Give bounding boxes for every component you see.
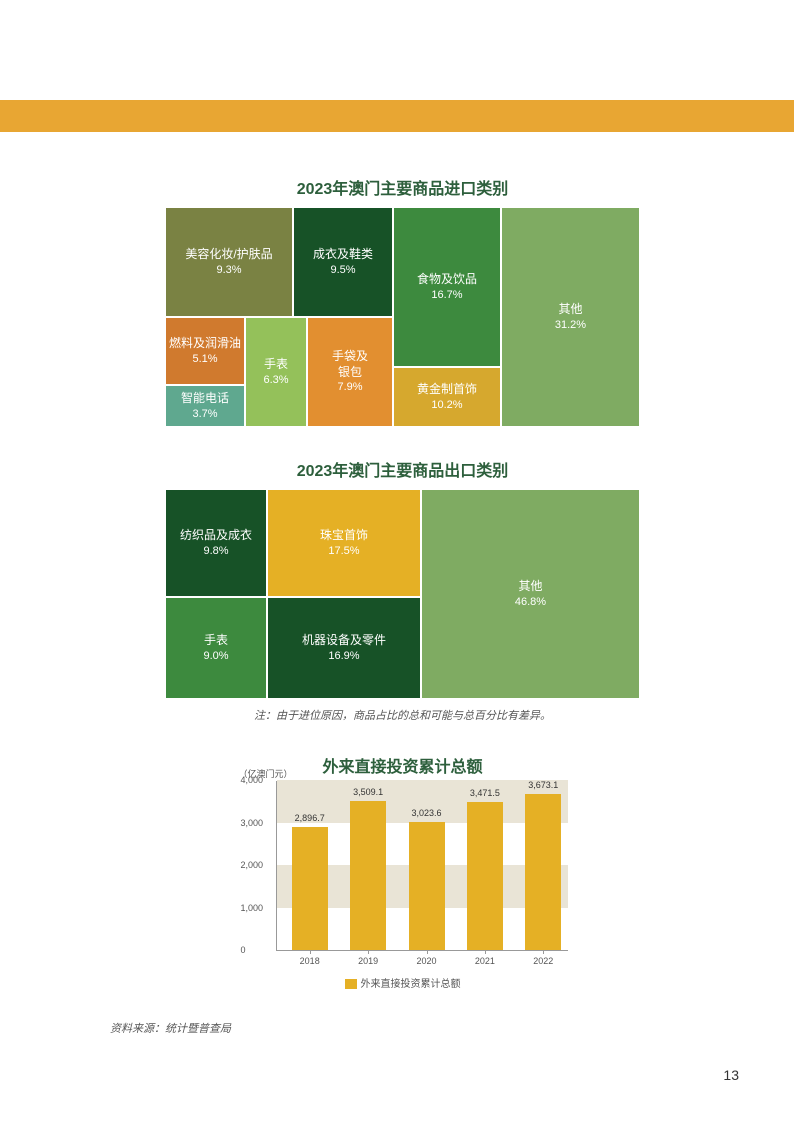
y-tick-label: 2,000: [241, 860, 264, 870]
bar-value-label: 3,023.6: [403, 808, 451, 818]
y-tick-label: 0: [241, 945, 246, 955]
y-tick-label: 3,000: [241, 818, 264, 828]
bar-value-label: 2,896.7: [286, 813, 334, 823]
x-tick-label: 2021: [467, 956, 503, 966]
treemap-tile: 机器设备及零件16.9%: [267, 597, 421, 699]
treemap-tile: 黄金制首饰10.2%: [393, 367, 501, 427]
x-tick-mark: [310, 950, 311, 954]
fdi-bar-chart: （亿澳门元） 01,0002,0003,0004,0002,896.720183…: [276, 781, 568, 951]
treemap-note: 注：由于进位原因，商品占比的总和可能与总百分比有差异。: [165, 707, 640, 723]
treemap-tile: 燃料及润滑油5.1%: [165, 317, 245, 385]
treemap-tile: 手袋及银包7.9%: [307, 317, 393, 427]
fdi-chart-wrapper: 外来直接投资累计总额 （亿澳门元） 01,0002,0003,0004,0002…: [238, 753, 568, 990]
treemap-tile: 珠宝首饰17.5%: [267, 489, 421, 597]
fdi-bar: 3,471.5: [467, 802, 503, 950]
x-tick-mark: [485, 950, 486, 954]
imports-title: 2023年澳门主要商品进口类别: [165, 175, 640, 199]
treemap-tile: 智能电话3.7%: [165, 385, 245, 427]
fdi-bar: 3,509.1: [350, 801, 386, 950]
bar-value-label: 3,673.1: [519, 780, 567, 790]
exports-treemap: 纺织品及成衣9.8%珠宝首饰17.5%其他46.8% 手表9.0%机器设备及零件1…: [165, 489, 640, 699]
fdi-bar: 3,023.6: [409, 822, 445, 951]
treemap-tile: 食物及饮品16.7%: [393, 207, 501, 367]
x-tick-label: 2018: [292, 956, 328, 966]
legend-label: 外来直接投资累计总额: [361, 979, 461, 990]
x-tick-mark: [427, 950, 428, 954]
y-tick-label: 4,000: [241, 775, 264, 785]
treemap-tile: 美容化妆/护肤品9.3%: [165, 207, 293, 317]
treemap-tile: 其他31.2%: [501, 207, 640, 427]
treemap-tile: 其他46.8%: [421, 489, 640, 699]
fdi-bar: 3,673.1: [525, 794, 561, 950]
x-tick-mark: [368, 950, 369, 954]
page-number: 13: [723, 1067, 739, 1083]
treemap-tile: 成衣及鞋类9.5%: [293, 207, 393, 317]
treemap-tile: 纺织品及成衣9.8%: [165, 489, 267, 597]
source-note: 资料来源：统计暨普查局: [110, 1020, 231, 1036]
y-tick-label: 1,000: [241, 903, 264, 913]
fdi-bar: 2,896.7: [292, 827, 328, 950]
x-tick-label: 2019: [350, 956, 386, 966]
x-tick-label: 2022: [525, 956, 561, 966]
treemap-tile: 手表9.0%: [165, 597, 267, 699]
imports-treemap: 美容化妆/护肤品9.3%成衣及鞋类9.5%食物及饮品16.7%其他31.2% 燃料…: [165, 207, 640, 427]
x-tick-mark: [543, 950, 544, 954]
fdi-legend: 外来直接投资累计总额: [238, 975, 568, 990]
exports-title: 2023年澳门主要商品出口类别: [165, 457, 640, 481]
treemap-tile: 手表6.3%: [245, 317, 307, 427]
x-tick-label: 2020: [409, 956, 445, 966]
legend-swatch: [345, 979, 357, 989]
header-bar: [0, 100, 794, 132]
bar-value-label: 3,471.5: [461, 788, 509, 798]
bar-value-label: 3,509.1: [344, 787, 392, 797]
main-content: 2023年澳门主要商品进口类别 美容化妆/护肤品9.3%成衣及鞋类9.5%食物及…: [165, 175, 640, 990]
